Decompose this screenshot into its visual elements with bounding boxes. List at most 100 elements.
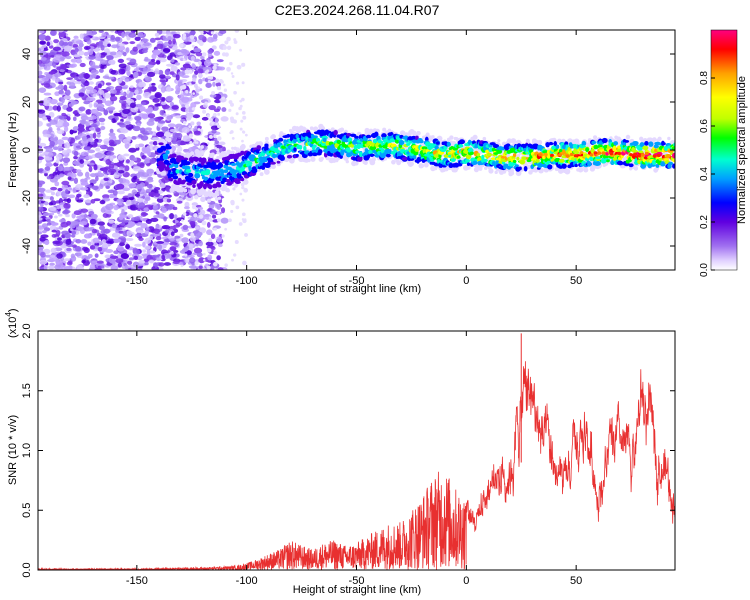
noise-speckle — [205, 82, 212, 88]
noise-speckle — [78, 50, 85, 56]
noise-speckle — [79, 162, 85, 168]
noise-speckle — [214, 117, 219, 124]
noise-speckle — [159, 74, 166, 79]
noise-speckle — [88, 166, 93, 173]
signal-blob — [468, 147, 473, 153]
noise-speckle — [107, 168, 117, 174]
noise-speckle — [172, 206, 178, 211]
signal-blob — [228, 181, 234, 184]
noise-speckle — [73, 155, 78, 160]
noise-speckle — [116, 183, 125, 190]
noise-speckle-faint — [182, 212, 187, 216]
noise-speckle — [174, 151, 182, 155]
noise-speckle — [98, 30, 104, 33]
noise-speckle — [98, 40, 103, 47]
noise-speckle — [174, 133, 180, 137]
signal-blob — [346, 147, 351, 153]
noise-speckle — [154, 116, 162, 122]
noise-speckle-faint — [206, 142, 210, 145]
noise-speckle-faint — [230, 130, 234, 134]
noise-speckle — [181, 75, 190, 79]
noise-speckle — [66, 77, 73, 81]
noise-speckle — [50, 254, 56, 258]
signal-halo — [169, 187, 175, 193]
noise-speckle — [154, 68, 160, 75]
noise-speckle-faint — [192, 92, 196, 95]
noise-speckle — [117, 262, 122, 268]
noise-speckle-faint — [208, 134, 213, 139]
noise-speckle — [215, 82, 222, 88]
noise-speckle — [147, 113, 156, 119]
signal-blob — [168, 177, 174, 182]
noise-speckle — [87, 241, 92, 246]
noise-speckle-faint — [226, 45, 232, 50]
noise-speckle — [79, 62, 86, 68]
noise-speckle — [52, 105, 59, 111]
noise-speckle-faint — [202, 109, 207, 114]
noise-speckle — [105, 82, 112, 86]
noise-speckle — [165, 229, 170, 234]
noise-speckle-faint — [217, 124, 221, 129]
noise-speckle — [66, 261, 73, 266]
signal-blob — [369, 145, 377, 151]
noise-speckle — [92, 30, 97, 35]
noise-speckle — [151, 254, 160, 258]
signal-blob — [321, 132, 327, 137]
noise-speckle — [146, 183, 153, 189]
signal-halo — [396, 160, 402, 166]
noise-speckle — [195, 52, 203, 57]
noise-speckle — [58, 31, 67, 38]
signal-halo — [537, 139, 543, 145]
noise-speckle — [52, 46, 62, 51]
noise-speckle — [144, 237, 152, 245]
noise-speckle — [137, 32, 144, 38]
signal-halo — [168, 149, 173, 153]
noise-speckle — [198, 78, 203, 85]
noise-speckle — [38, 80, 43, 84]
noise-speckle — [75, 238, 82, 244]
noise-speckle — [71, 213, 76, 219]
noise-speckle — [54, 264, 61, 270]
signal-blob — [368, 153, 376, 157]
noise-speckle — [79, 221, 88, 226]
noise-speckle — [92, 93, 97, 98]
noise-speckle — [123, 153, 130, 157]
noise-speckle — [68, 103, 74, 107]
signal-halo — [483, 166, 488, 171]
noise-speckle — [216, 255, 221, 261]
signal-blob — [368, 149, 374, 155]
noise-speckle — [122, 187, 131, 192]
signal-blob — [535, 158, 540, 163]
noise-speckle — [209, 93, 217, 98]
signal-blob — [274, 149, 281, 154]
noise-speckle — [75, 145, 81, 149]
signal-blob — [208, 184, 213, 190]
noise-speckle-faint — [197, 128, 201, 131]
noise-speckle — [62, 198, 70, 202]
noise-speckle — [172, 260, 180, 265]
noise-speckle — [60, 64, 67, 70]
signal-halo — [197, 152, 203, 158]
noise-speckle — [129, 102, 136, 109]
signal-blob — [278, 137, 284, 142]
noise-speckle — [64, 142, 71, 149]
noise-speckle-faint — [229, 116, 234, 121]
noise-speckle — [160, 86, 166, 93]
noise-speckle — [46, 218, 51, 223]
noise-speckle — [128, 221, 136, 227]
noise-speckle — [169, 101, 175, 107]
noise-speckle-faint — [213, 250, 218, 255]
noise-speckle — [67, 194, 76, 199]
noise-speckle — [170, 231, 175, 237]
noise-speckle — [43, 47, 49, 52]
noise-speckle — [104, 38, 111, 42]
signal-blob — [581, 140, 587, 147]
signal-blob — [344, 137, 349, 143]
noise-speckle — [63, 45, 73, 52]
signal-blob — [240, 150, 245, 155]
noise-speckle — [69, 64, 76, 69]
noise-speckle — [135, 143, 140, 149]
signal-blob — [312, 144, 317, 148]
noise-speckle — [108, 163, 115, 170]
noise-speckle-faint — [241, 212, 246, 217]
